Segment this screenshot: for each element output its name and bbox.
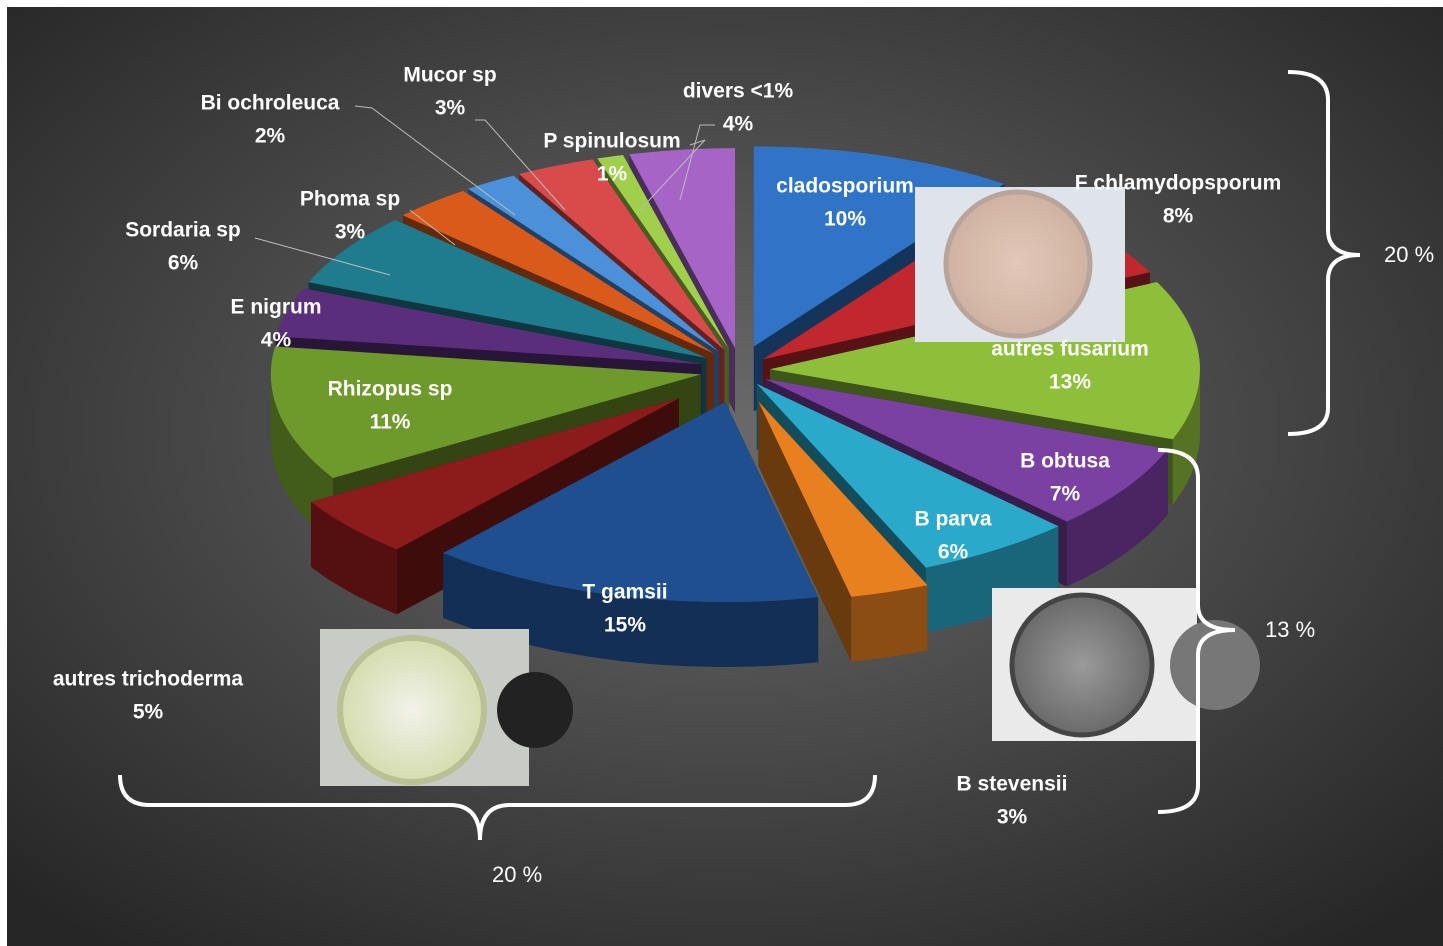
slice (270, 346, 701, 478)
category-label: P spinulosum (543, 130, 680, 153)
category-label: Bi ochroleuca (201, 92, 340, 115)
slice (597, 155, 729, 349)
photo (915, 187, 1125, 342)
category-label: Phoma sp (300, 188, 400, 211)
bracket (1157, 448, 1236, 814)
value-label: 6% (168, 252, 199, 275)
annotation: 13 % (1265, 617, 1315, 642)
photo (992, 588, 1260, 741)
bracket (1287, 70, 1361, 436)
slice (518, 159, 725, 350)
value-label: 3% (335, 221, 366, 244)
value-label: 13% (1049, 371, 1091, 394)
slice-side (310, 501, 397, 615)
value-label: 10% (824, 208, 866, 231)
slice-side (443, 552, 819, 667)
slice (443, 401, 819, 602)
photo (320, 629, 573, 786)
category-label: Rhizopus sp (328, 378, 453, 401)
slice (765, 378, 1168, 522)
slice (758, 401, 928, 597)
value-label: 8% (1163, 205, 1194, 228)
value-label: 15% (604, 614, 646, 637)
category-label: Mucor sp (403, 64, 496, 87)
leader-line (254, 237, 391, 276)
slice (629, 148, 736, 349)
slice-side (758, 401, 852, 662)
value-label: 2% (255, 125, 286, 148)
category-label: cladosporium (776, 175, 914, 198)
slice-side (925, 526, 1059, 633)
category-label: autres fusarium (991, 338, 1149, 361)
slice-side (1172, 369, 1200, 505)
value-label: 6% (938, 541, 969, 564)
slice (468, 175, 719, 352)
leader-line (475, 119, 566, 211)
value-label: 3% (997, 806, 1028, 829)
value-label: 11% (370, 411, 411, 434)
category-label: B parva (914, 508, 991, 531)
slice-side (851, 585, 928, 662)
value-label: 3% (435, 97, 466, 120)
category-label: divers <1% (683, 80, 794, 103)
annotation: 20 % (492, 862, 542, 887)
slice (756, 383, 1059, 568)
petri-dish (497, 672, 573, 748)
annotation: 20 % (1384, 242, 1434, 267)
leader-line (679, 124, 715, 201)
slice (402, 190, 714, 354)
leader-line (354, 105, 516, 216)
value-label: 1% (597, 163, 628, 186)
category-label: B stevensii (957, 773, 1068, 796)
slice (310, 398, 679, 550)
value-label: 5% (133, 701, 164, 724)
category-label: B obtusa (1020, 450, 1110, 473)
petri-dish (1170, 620, 1260, 710)
leader-lines (254, 105, 715, 276)
slice (275, 288, 702, 365)
category-label: autres trichoderma (53, 668, 244, 691)
leader-line (409, 209, 456, 246)
petri-dish (1009, 592, 1155, 738)
category-label: T gamsii (582, 581, 667, 604)
petri-dish (943, 189, 1093, 339)
slice-side (1066, 449, 1168, 587)
value-label: 4% (723, 113, 754, 136)
category-label: F chlamydopsporum (1075, 172, 1282, 195)
labels: cladosporium 10% F chlamydopsporum 8% autres… (53, 64, 1281, 829)
petri-dish (337, 635, 487, 785)
slice (308, 219, 707, 359)
category-label: Sordaria sp (125, 219, 241, 242)
category-label: E nigrum (230, 296, 321, 319)
value-label: 4% (261, 329, 292, 352)
value-label: 7% (1050, 483, 1081, 506)
bracket (118, 774, 877, 841)
